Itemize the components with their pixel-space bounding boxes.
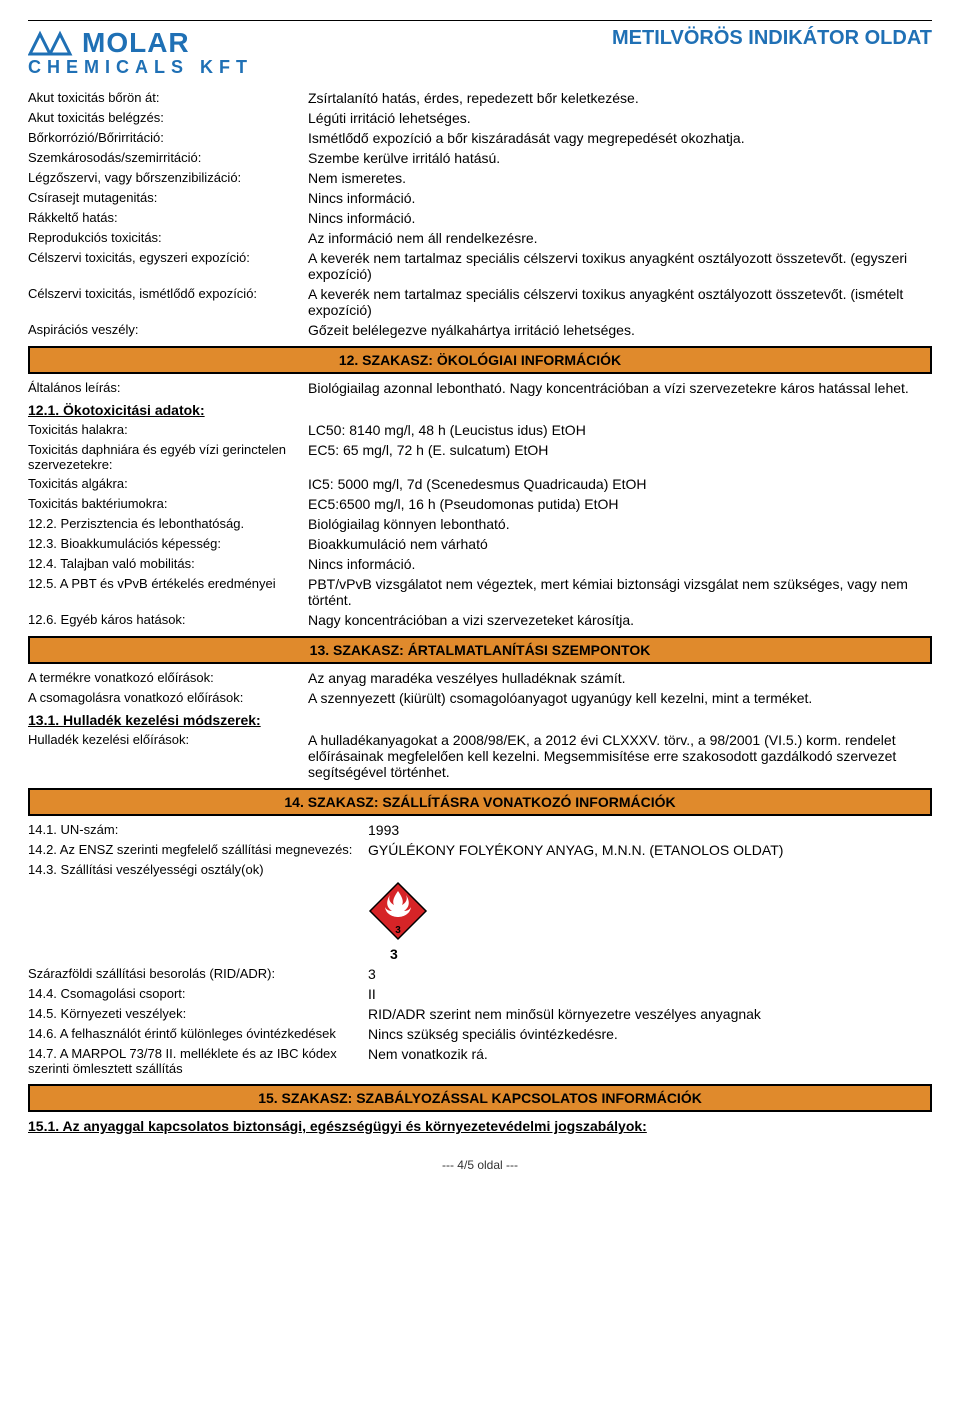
row-label: A csomagolásra vonatkozó előírások: [28,690,308,705]
row-label: Szemkárosodás/szemirritáció: [28,150,308,165]
svg-text:3: 3 [395,925,401,936]
row-value: EC5: 65 mg/l, 72 h (E. sulcatum) EtOH [308,442,932,458]
sub-15-1: 15.1. Az anyaggal kapcsolatos biztonsági… [28,1118,932,1134]
page-header: MOLAR CHEMICALS KFT METILVÖRÖS INDIKÁTOR… [28,20,932,78]
row-value: II [368,986,932,1002]
row-label: Légzőszervi, vagy bőrszenzibilizáció: [28,170,308,185]
rows-block-14b: Szárazföldi szállítási besorolás (RID/AD… [28,966,932,1076]
row-value: EC5:6500 mg/l, 16 h (Pseudomonas putida)… [308,496,932,512]
row-label: 14.2. Az ENSZ szerinti megfelelő szállít… [28,842,368,857]
row-value: Nagy koncentrációban a vizi szervezeteke… [308,612,932,628]
row-value: Biológiailag azonnal lebontható. Nagy ko… [308,380,932,396]
row-label: Bőrkorrózió/Bőrirritáció: [28,130,308,145]
brand-subtitle: CHEMICALS KFT [28,57,253,78]
row-label: Akut toxicitás bőrön át: [28,90,308,105]
row-label: Rákkeltő hatás: [28,210,308,225]
row-value: RID/ADR szerint nem minősül környezetre … [368,1006,932,1022]
row-value: PBT/vPvB vizsgálatot nem végeztek, mert … [308,576,932,608]
row-label: Célszervi toxicitás, ismétlődő expozíció… [28,286,308,301]
row-label: Toxicitás baktériumokra: [28,496,308,511]
row-label: Célszervi toxicitás, egyszeri expozíció: [28,250,308,265]
sub-13-1: 13.1. Hulladék kezelési módszerek: [28,712,932,728]
row-label: Csírasejt mutagenitás: [28,190,308,205]
row-value: Nem ismeretes. [308,170,932,186]
row-value: Ismétlődő expozíció a bőr kiszáradását v… [308,130,932,146]
row-label: Reprodukciós toxicitás: [28,230,308,245]
row-value: IC5: 5000 mg/l, 7d (Scenedesmus Quadrica… [308,476,932,492]
row-label: 12.4. Talajban való mobilitás: [28,556,308,571]
row-label: A termékre vonatkozó előírások: [28,670,308,685]
brand-name: MOLAR [82,27,190,59]
document-title: METILVÖRÖS INDIKÁTOR OLDAT [612,27,932,50]
row-label: Toxicitás algákra: [28,476,308,491]
brand-block: MOLAR CHEMICALS KFT [28,27,253,78]
row-value: A hulladékanyagokat a 2008/98/EK, a 2012… [308,732,932,780]
row-label: 14.3. Szállítási veszélyességi osztály(o… [28,862,368,877]
row-label: 12.2. Perzisztencia és lebonthatóság. [28,516,308,531]
row-label: 14.4. Csomagolási csoport: [28,986,368,1001]
row-value: Gőzeit belélegezve nyálkahártya irritáci… [308,322,932,338]
row-label: 14.1. UN-szám: [28,822,368,837]
rows-block-1: Akut toxicitás bőrön át:Zsírtalanító hat… [28,90,932,338]
row-value: Az anyag maradéka veszélyes hulladéknak … [308,670,932,686]
hazard-diamond-block: 3 3 [368,881,932,962]
sub-12-1: 12.1. Ökotoxicitási adatok: [28,402,932,418]
row-label: 12.3. Bioakkumulációs képesség: [28,536,308,551]
brand-top-row: MOLAR [28,27,253,59]
row-value: Biológiailag könnyen lebontható. [308,516,932,532]
row-value: A szennyezett (kiürült) csomagolóanyagot… [308,690,932,706]
row-label: Hulladék kezelési előírások: [28,732,308,747]
brand-logo-icon [28,28,74,58]
row-value: LC50: 8140 mg/l, 48 h (Leucistus idus) E… [308,422,932,438]
row-value: 3 [368,966,932,982]
row-label: Általános leírás: [28,380,308,395]
flammable-diamond-icon: 3 [368,881,428,944]
row-value: Légúti irritáció lehetséges. [308,110,932,126]
page: MOLAR CHEMICALS KFT METILVÖRÖS INDIKÁTOR… [0,0,960,1202]
row-label: Akut toxicitás belégzés: [28,110,308,125]
row-label: Szárazföldi szállítási besorolás (RID/AD… [28,966,368,981]
row-label: Toxicitás halakra: [28,422,308,437]
row-label: 14.7. A MARPOL 73/78 II. melléklete és a… [28,1046,368,1076]
row-value: Az információ nem áll rendelkezésre. [308,230,932,246]
row-label: Toxicitás daphniára és egyéb vízi gerinc… [28,442,308,472]
row-value: A keverék nem tartalmaz speciális célsze… [308,250,932,282]
row-value: A keverék nem tartalmaz speciális célsze… [308,286,932,318]
row-label: 12.6. Egyéb káros hatások: [28,612,308,627]
row-value: Nincs információ. [308,556,932,572]
rows-block-14a: 14.1. UN-szám:1993 14.2. Az ENSZ szerint… [28,822,932,877]
section-15-bar: 15. SZAKASZ: SZABÁLYOZÁSSAL KAPCSOLATOS … [28,1084,932,1112]
row-value: Nincs szükség speciális óvintézkedésre. [368,1026,932,1042]
row-label: Aspirációs veszély: [28,322,308,337]
hazard-caption: 3 [390,946,398,962]
row-value: Nem vonatkozik rá. [368,1046,932,1062]
row-value: 1993 [368,822,932,838]
section-13-bar: 13. SZAKASZ: ÁRTALMATLANÍTÁSI SZEMPONTOK [28,636,932,664]
row-label: 14.6. A felhasználót érintő különleges ó… [28,1026,368,1041]
row-value: Nincs információ. [308,190,932,206]
row-value: Szembe kerülve irritáló hatású. [308,150,932,166]
section-12-bar: 12. SZAKASZ: ÖKOLÓGIAI INFORMÁCIÓK [28,346,932,374]
page-footer: --- 4/5 oldal --- [28,1158,932,1172]
row-value: Nincs információ. [308,210,932,226]
row-label: 14.5. Környezeti veszélyek: [28,1006,368,1021]
rows-block-12b: Toxicitás halakra:LC50: 8140 mg/l, 48 h … [28,422,932,628]
row-value: Bioakkumuláció nem várható [308,536,932,552]
row-value: Zsírtalanító hatás, érdes, repedezett bő… [308,90,932,106]
row-label: 12.5. A PBT és vPvB értékelés eredményei [28,576,308,591]
section-14-bar: 14. SZAKASZ: SZÁLLÍTÁSRA VONATKOZÓ INFOR… [28,788,932,816]
row-value: GYÚLÉKONY FOLYÉKONY ANYAG, M.N.N. (ETANO… [368,842,932,858]
